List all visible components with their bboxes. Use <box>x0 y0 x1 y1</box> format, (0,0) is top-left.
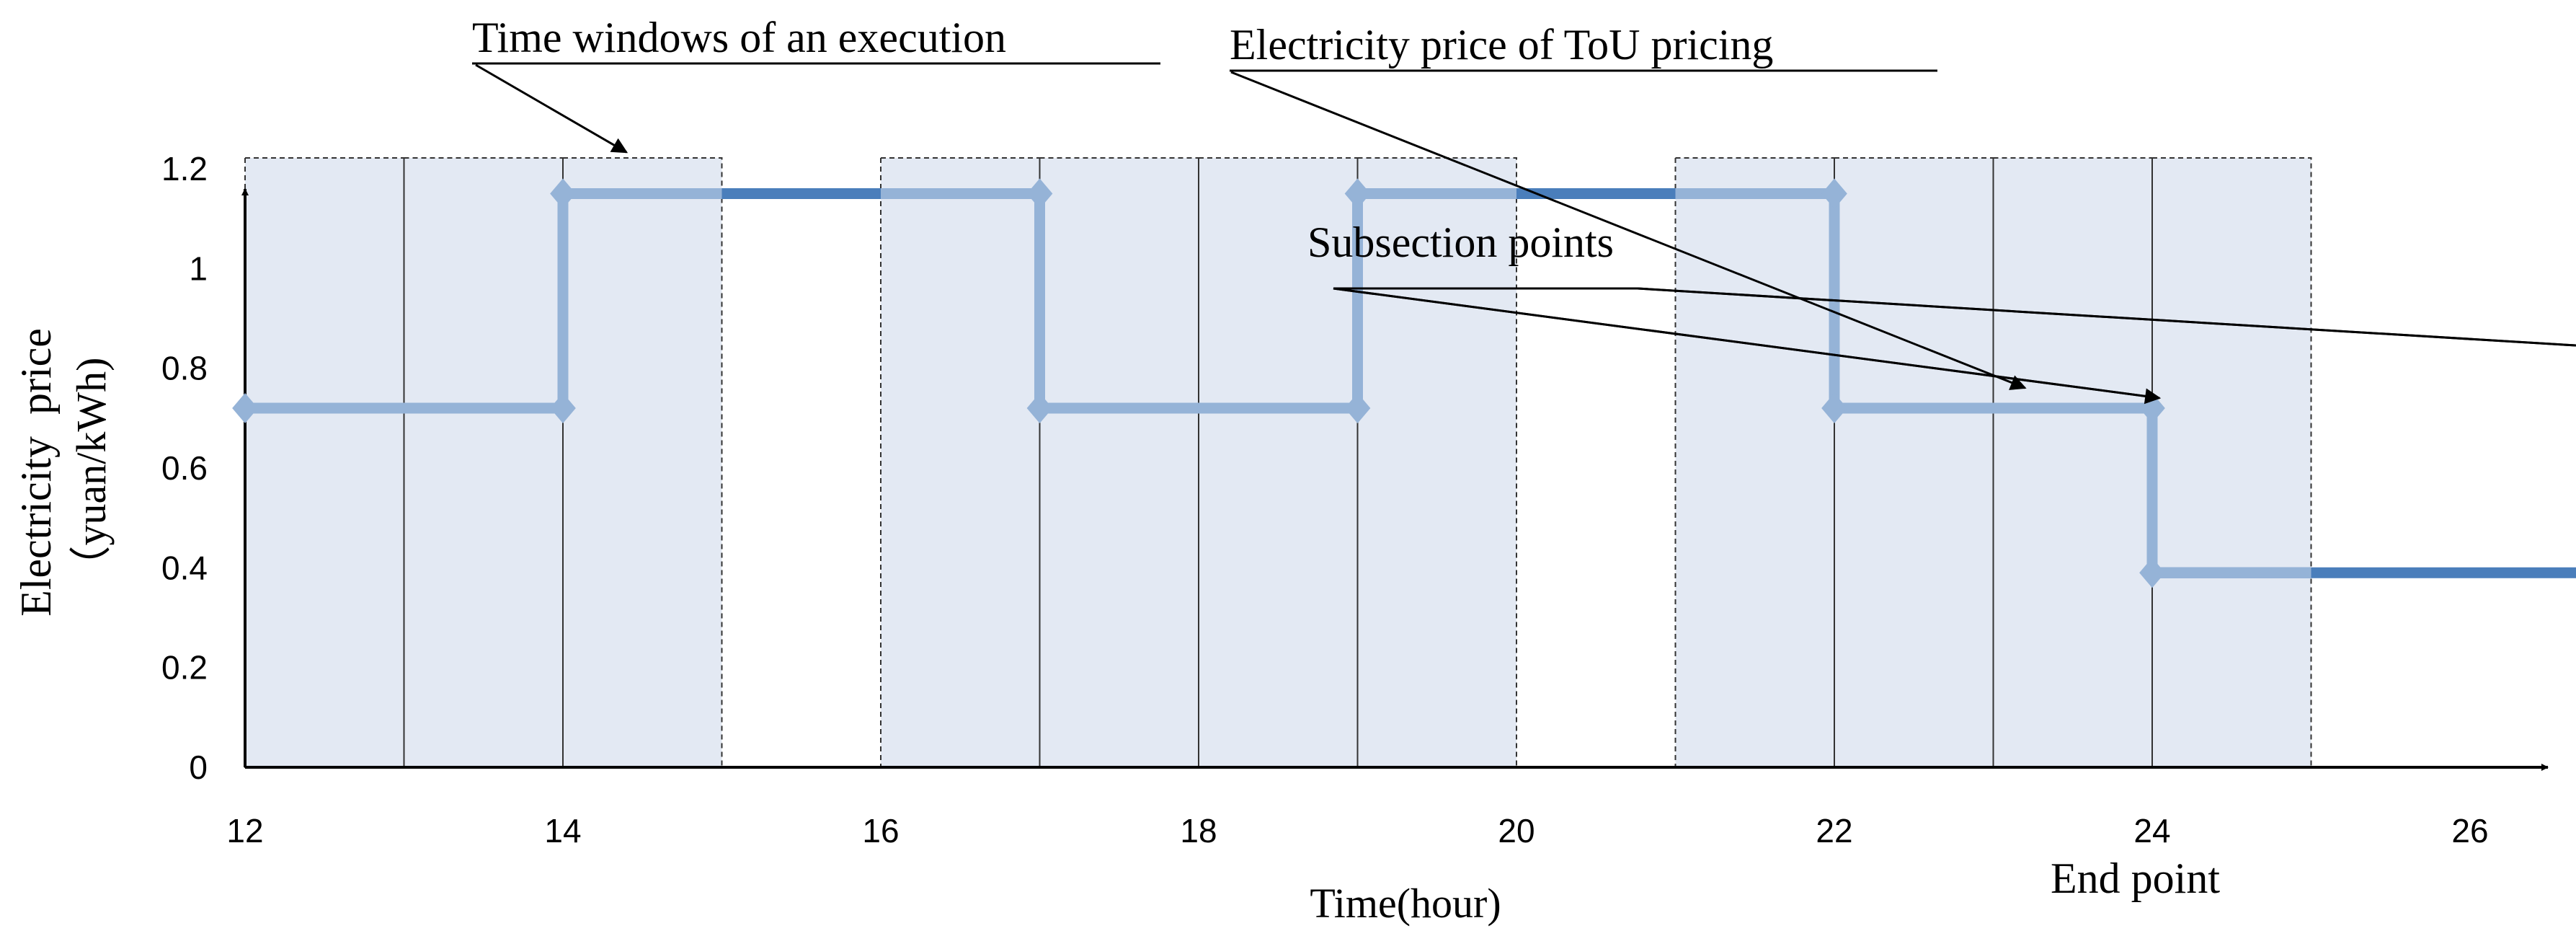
y-tick-label: 0.4 <box>161 549 208 586</box>
subsection-point-10 <box>2139 557 2165 588</box>
annotation-subsection-points: Subsection points <box>1307 219 1614 266</box>
time-window-4 <box>1039 156 1199 768</box>
x-tick-label: 20 <box>1498 812 1535 849</box>
y-tick-label: 1.2 <box>161 150 208 187</box>
time-windows <box>244 156 2312 768</box>
y-tick-label: 0 <box>189 749 208 786</box>
x-axis-label: Time(hour) <box>1310 880 1501 927</box>
time-window-1 <box>403 156 564 768</box>
time-window-3 <box>880 156 1041 768</box>
tick-labels: 12141618202224262830323436384000.20.40.6… <box>161 150 2489 849</box>
subsection-point-7 <box>1821 178 1847 209</box>
subsection-point-3 <box>1026 178 1053 209</box>
x-tick-label: 18 <box>1180 812 1217 849</box>
annotation-arrow <box>1637 287 2576 347</box>
annotation-end-point: End point <box>2051 855 2220 902</box>
annotation-arrow <box>475 63 629 154</box>
time-window-2 <box>562 156 723 768</box>
annotation-time-windows: Time windows of an execution <box>472 14 1006 61</box>
y-tick-label: 0.6 <box>161 449 208 487</box>
time-window-6 <box>1356 156 1517 768</box>
subsection-point-8 <box>1821 392 1847 423</box>
time-window-8 <box>1834 156 1994 768</box>
x-tick-label: 24 <box>2133 812 2170 849</box>
x-tick-label: 16 <box>862 812 899 849</box>
subsection-point-5 <box>1344 392 1371 423</box>
annotations <box>472 62 2576 405</box>
time-window-7 <box>1674 156 1835 768</box>
x-tick-label: 22 <box>1816 812 1852 849</box>
x-tick-label: 14 <box>544 812 581 849</box>
x-tick-label: 12 <box>226 812 263 849</box>
subsection-point-2 <box>550 178 576 209</box>
subsection-point-0 <box>232 392 258 423</box>
y-tick-label: 0.2 <box>161 649 208 687</box>
time-window-0 <box>244 156 405 768</box>
subsection-point-4 <box>1026 392 1053 423</box>
y-axis-label: Electricity price <box>12 328 60 617</box>
time-window-5 <box>1198 156 1359 768</box>
y-axis-unit-label: （yuan/kWh) <box>68 358 115 588</box>
y-tick-label: 1 <box>189 250 208 287</box>
time-window-9 <box>1992 156 2153 768</box>
axes <box>241 188 2549 771</box>
annotation-tou-price: Electricity price of ToU pricing <box>1230 21 1773 69</box>
x-tick-label: 26 <box>2451 812 2488 849</box>
y-tick-label: 0.8 <box>161 350 208 387</box>
subsection-point-6 <box>1344 178 1371 209</box>
annotation-arrow <box>1230 71 2027 390</box>
annotation-arrow <box>1333 287 2162 405</box>
time-window-10 <box>2151 156 2312 768</box>
subsection-point-1 <box>550 392 576 423</box>
